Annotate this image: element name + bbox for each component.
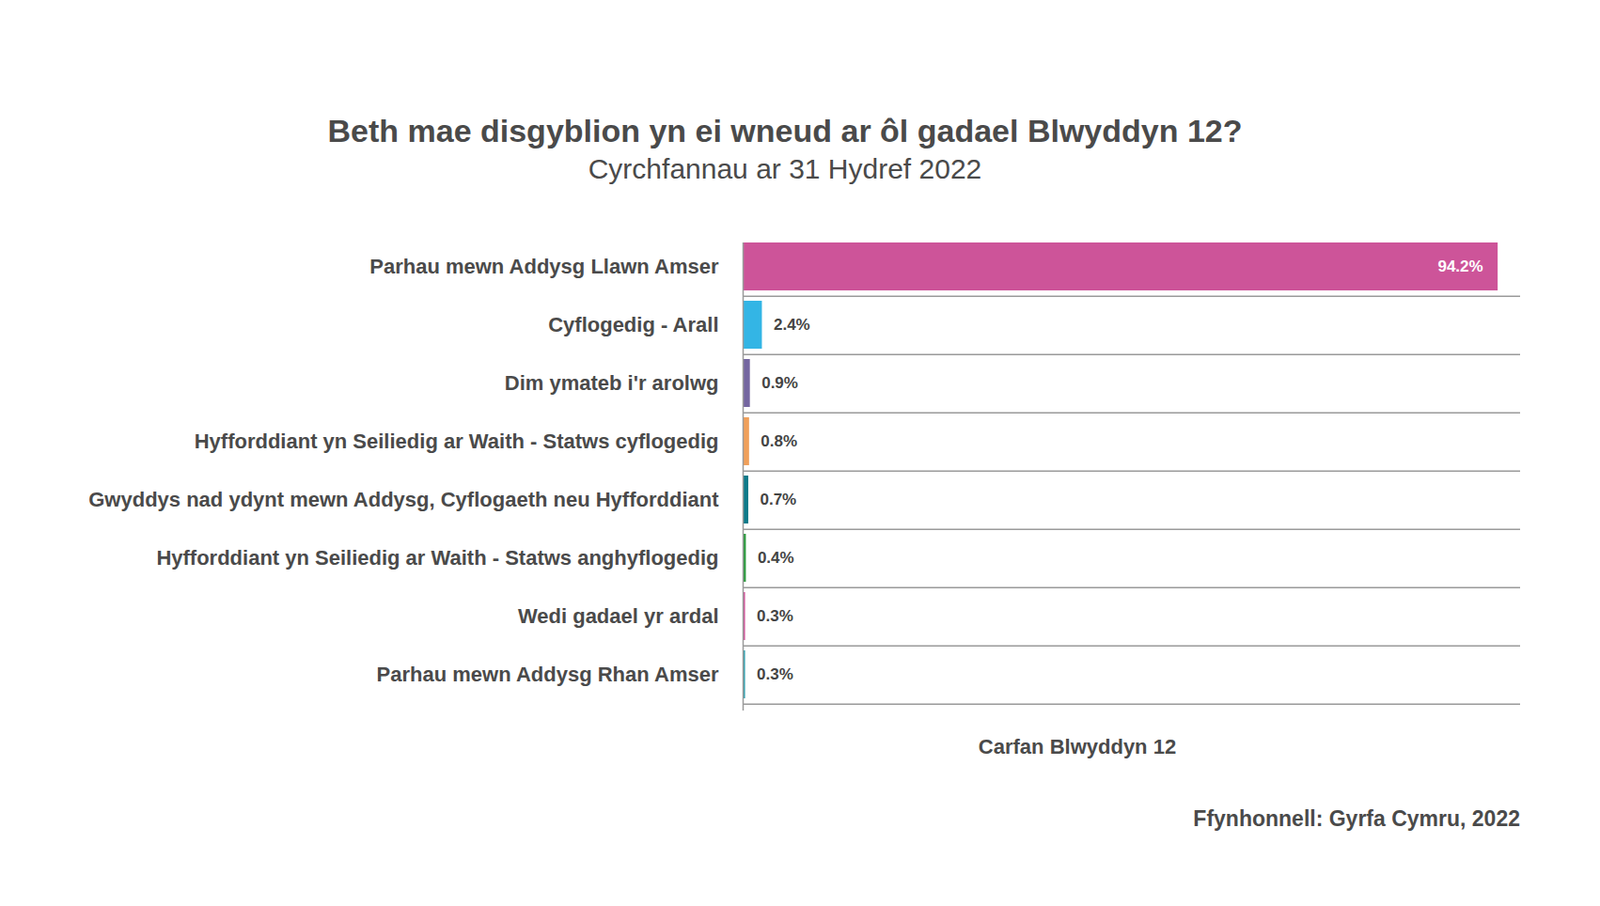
svg-text:Hyfforddiant yn Seiliedig ar W: Hyfforddiant yn Seiliedig ar Waith - Sta… xyxy=(194,429,720,454)
html-text:Carfan Blwyddyn 12: Carfan Blwyddyn 12 xyxy=(978,735,1177,759)
svg-text:Parhau mewn Addysg Rhan Amser: Parhau mewn Addysg Rhan Amser xyxy=(376,662,720,687)
svg-text:Wedi gadael yr ardal: Wedi gadael yr ardal xyxy=(517,604,720,628)
svg-text:Cyflogedig - Arall: Cyflogedig - Arall xyxy=(548,313,719,337)
svg-text:0.7%: 0.7% xyxy=(759,490,797,509)
svg-text:Parhau mewn Addysg Llawn Amser: Parhau mewn Addysg Llawn Amser xyxy=(369,254,720,279)
svg-text:94.2%: 94.2% xyxy=(1437,257,1483,276)
svg-text:0.8%: 0.8% xyxy=(760,432,798,451)
svg-text:Gwyddys nad ydynt mewn Addysg,: Gwyddys nad ydynt mewn Addysg, Cyflogaet… xyxy=(88,487,720,512)
html-text:Cyrchfannau ar 31 Hydref 2022: Cyrchfannau ar 31 Hydref 2022 xyxy=(588,153,982,185)
svg-text:Dim ymateb i'r arolwg: Dim ymateb i'r arolwg xyxy=(504,371,720,395)
svg-text:0.3%: 0.3% xyxy=(756,607,794,626)
svg-text:0.9%: 0.9% xyxy=(761,374,799,393)
html-text:Ffynhonnell: Gyrfa Cymru, 2022: Ffynhonnell: Gyrfa Cymru, 2022 xyxy=(1193,806,1521,832)
svg-text:0.3%: 0.3% xyxy=(756,665,794,684)
html-text:Beth mae disgyblion yn ei wneu: Beth mae disgyblion yn ei wneud ar ôl ga… xyxy=(327,112,1243,149)
svg-text:Hyfforddiant yn Seiliedig ar W: Hyfforddiant yn Seiliedig ar Waith - Sta… xyxy=(156,546,719,570)
svg-text:0.4%: 0.4% xyxy=(757,549,795,567)
svg-text:2.4%: 2.4% xyxy=(773,315,811,334)
